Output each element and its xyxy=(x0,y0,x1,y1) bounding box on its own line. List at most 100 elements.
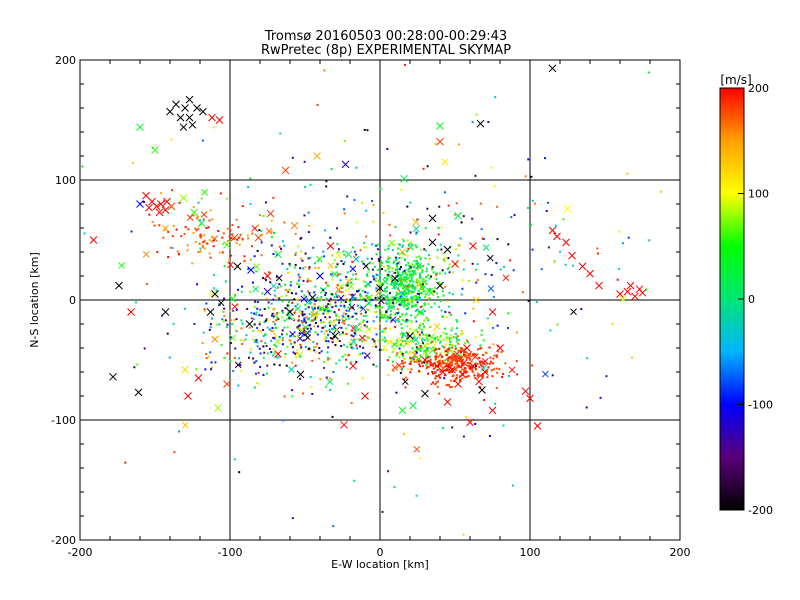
data-point xyxy=(448,356,451,359)
data-point xyxy=(395,258,398,261)
data-point xyxy=(446,268,449,271)
data-point xyxy=(428,277,431,280)
data-point xyxy=(298,332,301,335)
data-point xyxy=(273,308,276,311)
data-point xyxy=(247,356,250,359)
data-point xyxy=(501,376,504,379)
data-point xyxy=(366,336,369,339)
data-point xyxy=(572,264,575,267)
data-point xyxy=(423,285,426,288)
data-point xyxy=(277,318,280,321)
data-point xyxy=(226,227,229,230)
data-point xyxy=(339,304,342,307)
data-point xyxy=(169,246,172,249)
data-point xyxy=(471,217,474,220)
data-point xyxy=(275,275,278,278)
data-point xyxy=(422,328,425,331)
data-point xyxy=(478,365,481,368)
data-point xyxy=(527,299,530,302)
data-point-cross xyxy=(428,346,437,355)
data-point-cross xyxy=(463,344,471,352)
data-point xyxy=(478,356,481,359)
data-point-cross xyxy=(451,260,459,268)
data-point xyxy=(270,230,273,233)
data-point xyxy=(322,288,325,291)
data-point xyxy=(195,368,198,371)
data-point xyxy=(278,245,281,248)
data-point xyxy=(387,470,390,473)
data-point xyxy=(201,244,204,247)
data-point xyxy=(338,333,341,336)
data-point xyxy=(243,255,246,258)
data-point xyxy=(252,317,255,320)
data-point xyxy=(257,371,260,374)
data-point xyxy=(450,313,453,316)
data-point-cross xyxy=(541,370,549,378)
data-point xyxy=(379,253,382,256)
data-point xyxy=(465,375,468,378)
y-tick-label: 0 xyxy=(69,294,76,307)
data-point xyxy=(417,348,420,351)
data-point xyxy=(328,328,331,331)
data-point xyxy=(260,241,263,244)
data-point xyxy=(278,283,281,286)
data-point xyxy=(272,330,275,333)
data-point xyxy=(352,246,355,249)
data-point-cross xyxy=(355,325,363,333)
data-point-cross xyxy=(296,370,305,379)
data-point xyxy=(341,355,344,358)
data-point xyxy=(422,167,425,170)
data-point xyxy=(375,273,378,276)
data-point xyxy=(436,360,439,363)
data-point xyxy=(390,301,393,304)
data-point xyxy=(605,375,608,378)
data-point-cross xyxy=(476,119,485,128)
data-point xyxy=(419,276,422,279)
data-point xyxy=(372,275,375,278)
data-point xyxy=(318,297,321,300)
data-point xyxy=(274,327,277,330)
data-point xyxy=(338,359,341,362)
data-point xyxy=(465,357,468,360)
data-point xyxy=(410,304,413,307)
data-point xyxy=(398,268,401,271)
data-point xyxy=(273,289,276,292)
data-point xyxy=(427,263,430,266)
data-point xyxy=(439,334,442,337)
data-point xyxy=(455,336,458,339)
data-point xyxy=(422,322,425,325)
data-point xyxy=(443,191,446,194)
data-point xyxy=(459,333,462,336)
data-point xyxy=(412,266,415,269)
data-point xyxy=(282,419,285,422)
data-point xyxy=(201,342,204,345)
data-point xyxy=(400,303,403,306)
data-point xyxy=(405,342,408,345)
data-point xyxy=(431,372,434,375)
data-point xyxy=(451,327,454,330)
data-point xyxy=(388,315,391,318)
data-point xyxy=(420,328,423,331)
data-point xyxy=(408,283,411,286)
data-point xyxy=(231,233,234,236)
data-point xyxy=(445,362,448,365)
data-point xyxy=(255,339,258,342)
data-point xyxy=(426,267,429,270)
data-point xyxy=(353,479,356,482)
data-point xyxy=(443,377,446,380)
data-point xyxy=(320,298,323,301)
data-point xyxy=(415,231,418,234)
data-point xyxy=(191,262,194,265)
data-point xyxy=(375,287,378,290)
data-point xyxy=(398,262,401,265)
data-point xyxy=(420,287,423,290)
data-point xyxy=(258,320,261,323)
data-point xyxy=(315,312,318,315)
data-point xyxy=(410,292,413,295)
data-point xyxy=(427,366,430,369)
data-point xyxy=(435,375,438,378)
data-point xyxy=(365,235,368,238)
data-point xyxy=(461,368,464,371)
data-point xyxy=(356,347,359,350)
data-point xyxy=(462,363,465,366)
